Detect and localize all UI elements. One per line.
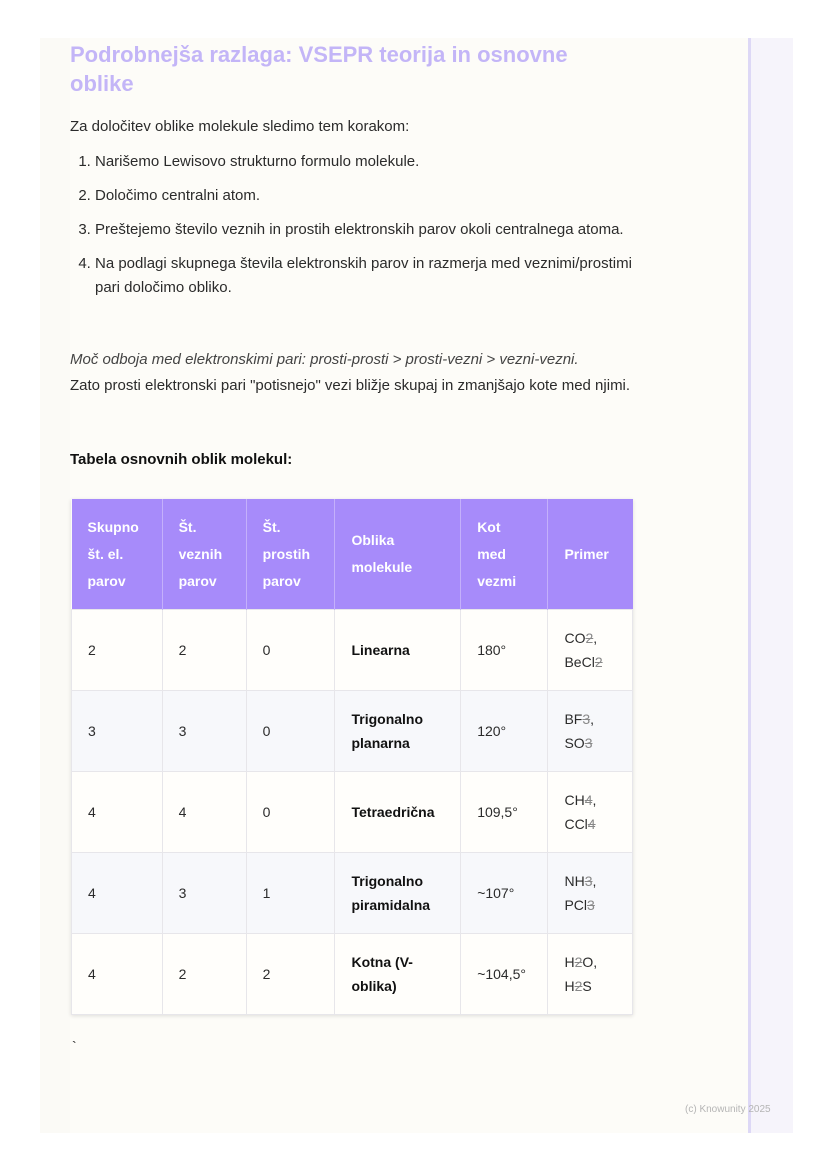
formula-subscript: 2 <box>574 954 583 970</box>
footer-copyright: (c) Knowunity 2025 <box>685 1104 771 1115</box>
formula-subscript: 4 <box>587 816 596 832</box>
left-margin <box>40 38 70 1133</box>
formula-subscript: 3 <box>587 897 595 913</box>
formula-base: H <box>564 978 575 994</box>
cell-shape: Kotna (V-oblika) <box>334 933 462 1015</box>
cell-angle: 180° <box>460 609 549 691</box>
cell-example: CH4, CCl4 <box>547 771 633 853</box>
header-shape: Oblika molekule <box>334 499 462 610</box>
table-title: Tabela osnovnih oblik molekul: <box>70 451 293 468</box>
cell-lone: 0 <box>245 690 336 772</box>
formula: CCl4 <box>564 816 595 832</box>
table-row: 4 3 1 Trigonalno piramidalna ~107° NH3, PCl3 <box>71 852 633 934</box>
list-item: Preštejemo število veznih in prostih ele… <box>95 218 640 242</box>
formula: SO3 <box>564 735 592 751</box>
cell-example: H2O, H2S <box>547 933 633 1015</box>
steps-list: Narišemo Lewisovo strukturno formulo mol… <box>70 150 640 310</box>
cell-bonding: 4 <box>161 771 247 853</box>
cell-total: 3 <box>71 690 163 772</box>
cell-bonding: 2 <box>161 609 247 691</box>
repulsion-explanation: Zato prosti elektronski pari "potisnejo"… <box>70 377 631 394</box>
cell-lone: 0 <box>245 609 336 691</box>
formula-tail: O, <box>582 954 598 970</box>
shapes-table: Skupno št. el. parov Št. veznih parov Št… <box>71 499 633 1015</box>
table-header-row: Skupno št. el. parov Št. veznih parov Št… <box>71 499 633 610</box>
page-title: Podrobnejša razlaga: VSEPR teorija in os… <box>70 42 568 96</box>
cell-total: 4 <box>71 771 163 853</box>
formula-base: CCl <box>564 816 588 832</box>
cell-shape: Linearna <box>334 609 462 691</box>
header-total: Skupno št. el. parov <box>71 499 163 610</box>
table-row: 3 3 0 Trigonalno planarna 120° BF3, SO3 <box>71 690 633 772</box>
formula-base: NH <box>564 873 585 889</box>
formula-subscript: 3 <box>584 873 593 889</box>
cell-example: NH3, PCl3 <box>547 852 633 934</box>
formula-base: BeCl <box>564 654 595 670</box>
formula: PCl3 <box>564 897 594 913</box>
formula-base: CO <box>564 630 586 646</box>
formula: CO2, <box>564 630 597 646</box>
formula-subscript: 2 <box>585 630 594 646</box>
formula-tail: , <box>592 792 597 808</box>
formula-base: H <box>564 954 575 970</box>
cell-lone: 0 <box>245 771 336 853</box>
formula-subscript: 3 <box>582 711 591 727</box>
cell-bonding: 2 <box>161 933 247 1015</box>
header-bonding: Št. veznih parov <box>162 499 247 610</box>
cell-bonding: 3 <box>161 852 247 934</box>
list-item: Na podlagi skupnega števila elektronskih… <box>95 252 640 300</box>
table-row: 4 4 0 Tetraedrična 109,5° CH4, CCl4 <box>71 771 633 853</box>
cell-angle: 120° <box>460 690 549 772</box>
formula: BF3, <box>564 711 594 727</box>
formula-tail: S <box>582 978 592 994</box>
formula-tail: , <box>590 711 595 727</box>
list-item: Narišemo Lewisovo strukturno formulo mol… <box>95 150 640 174</box>
cell-angle: 109,5° <box>460 771 549 853</box>
cell-angle: ~107° <box>460 852 549 934</box>
cell-example: BF3, SO3 <box>547 690 633 772</box>
formula-subscript: 4 <box>584 792 593 808</box>
cell-angle: ~104,5° <box>460 933 549 1015</box>
formula: NH3, <box>564 873 596 889</box>
formula-base: CH <box>564 792 585 808</box>
formula-subscript: 3 <box>584 735 593 751</box>
cell-example: CO2, BeCl2 <box>547 609 633 691</box>
cell-total: 2 <box>71 609 163 691</box>
cell-shape: Tetraedrična <box>334 771 462 853</box>
formula: H2S <box>564 978 591 994</box>
formula-subscript: 2 <box>574 978 583 994</box>
formula-base: BF <box>564 711 583 727</box>
repulsion-rule: Moč odboja med elektronskimi pari: prost… <box>70 351 579 368</box>
header-angle: Kot med vezmi <box>460 499 549 610</box>
cell-shape: Trigonalno piramidalna <box>334 852 462 934</box>
header-lone: Št. prostih parov <box>246 499 336 610</box>
repulsion-paragraph: Moč odboja med elektronskimi pari: prost… <box>70 347 640 399</box>
list-item: Določimo centralni atom. <box>95 184 640 208</box>
cell-lone: 1 <box>245 852 336 934</box>
formula-tail: , <box>593 630 598 646</box>
intro-text: Za določitev oblike molekule sledimo tem… <box>70 118 410 135</box>
stray-mark: ` <box>72 1038 77 1054</box>
formula: CH4, <box>564 792 596 808</box>
header-example: Primer <box>547 499 633 610</box>
cell-total: 4 <box>71 852 163 934</box>
formula-subscript: 2 <box>594 654 603 670</box>
cell-shape: Trigonalno planarna <box>334 690 462 772</box>
table-row: 4 2 2 Kotna (V-oblika) ~104,5° H2O, H2S <box>71 933 633 1015</box>
cell-lone: 2 <box>245 933 336 1015</box>
cell-bonding: 3 <box>161 690 247 772</box>
formula: BeCl2 <box>564 654 602 670</box>
formula-tail: , <box>592 873 597 889</box>
formula: H2O, <box>564 954 597 970</box>
formula-base: PCl <box>564 897 588 913</box>
right-sidebar <box>748 38 793 1133</box>
table-row: 2 2 0 Linearna 180° CO2, BeCl2 <box>71 609 633 691</box>
cell-total: 4 <box>71 933 163 1015</box>
formula-base: SO <box>564 735 585 751</box>
